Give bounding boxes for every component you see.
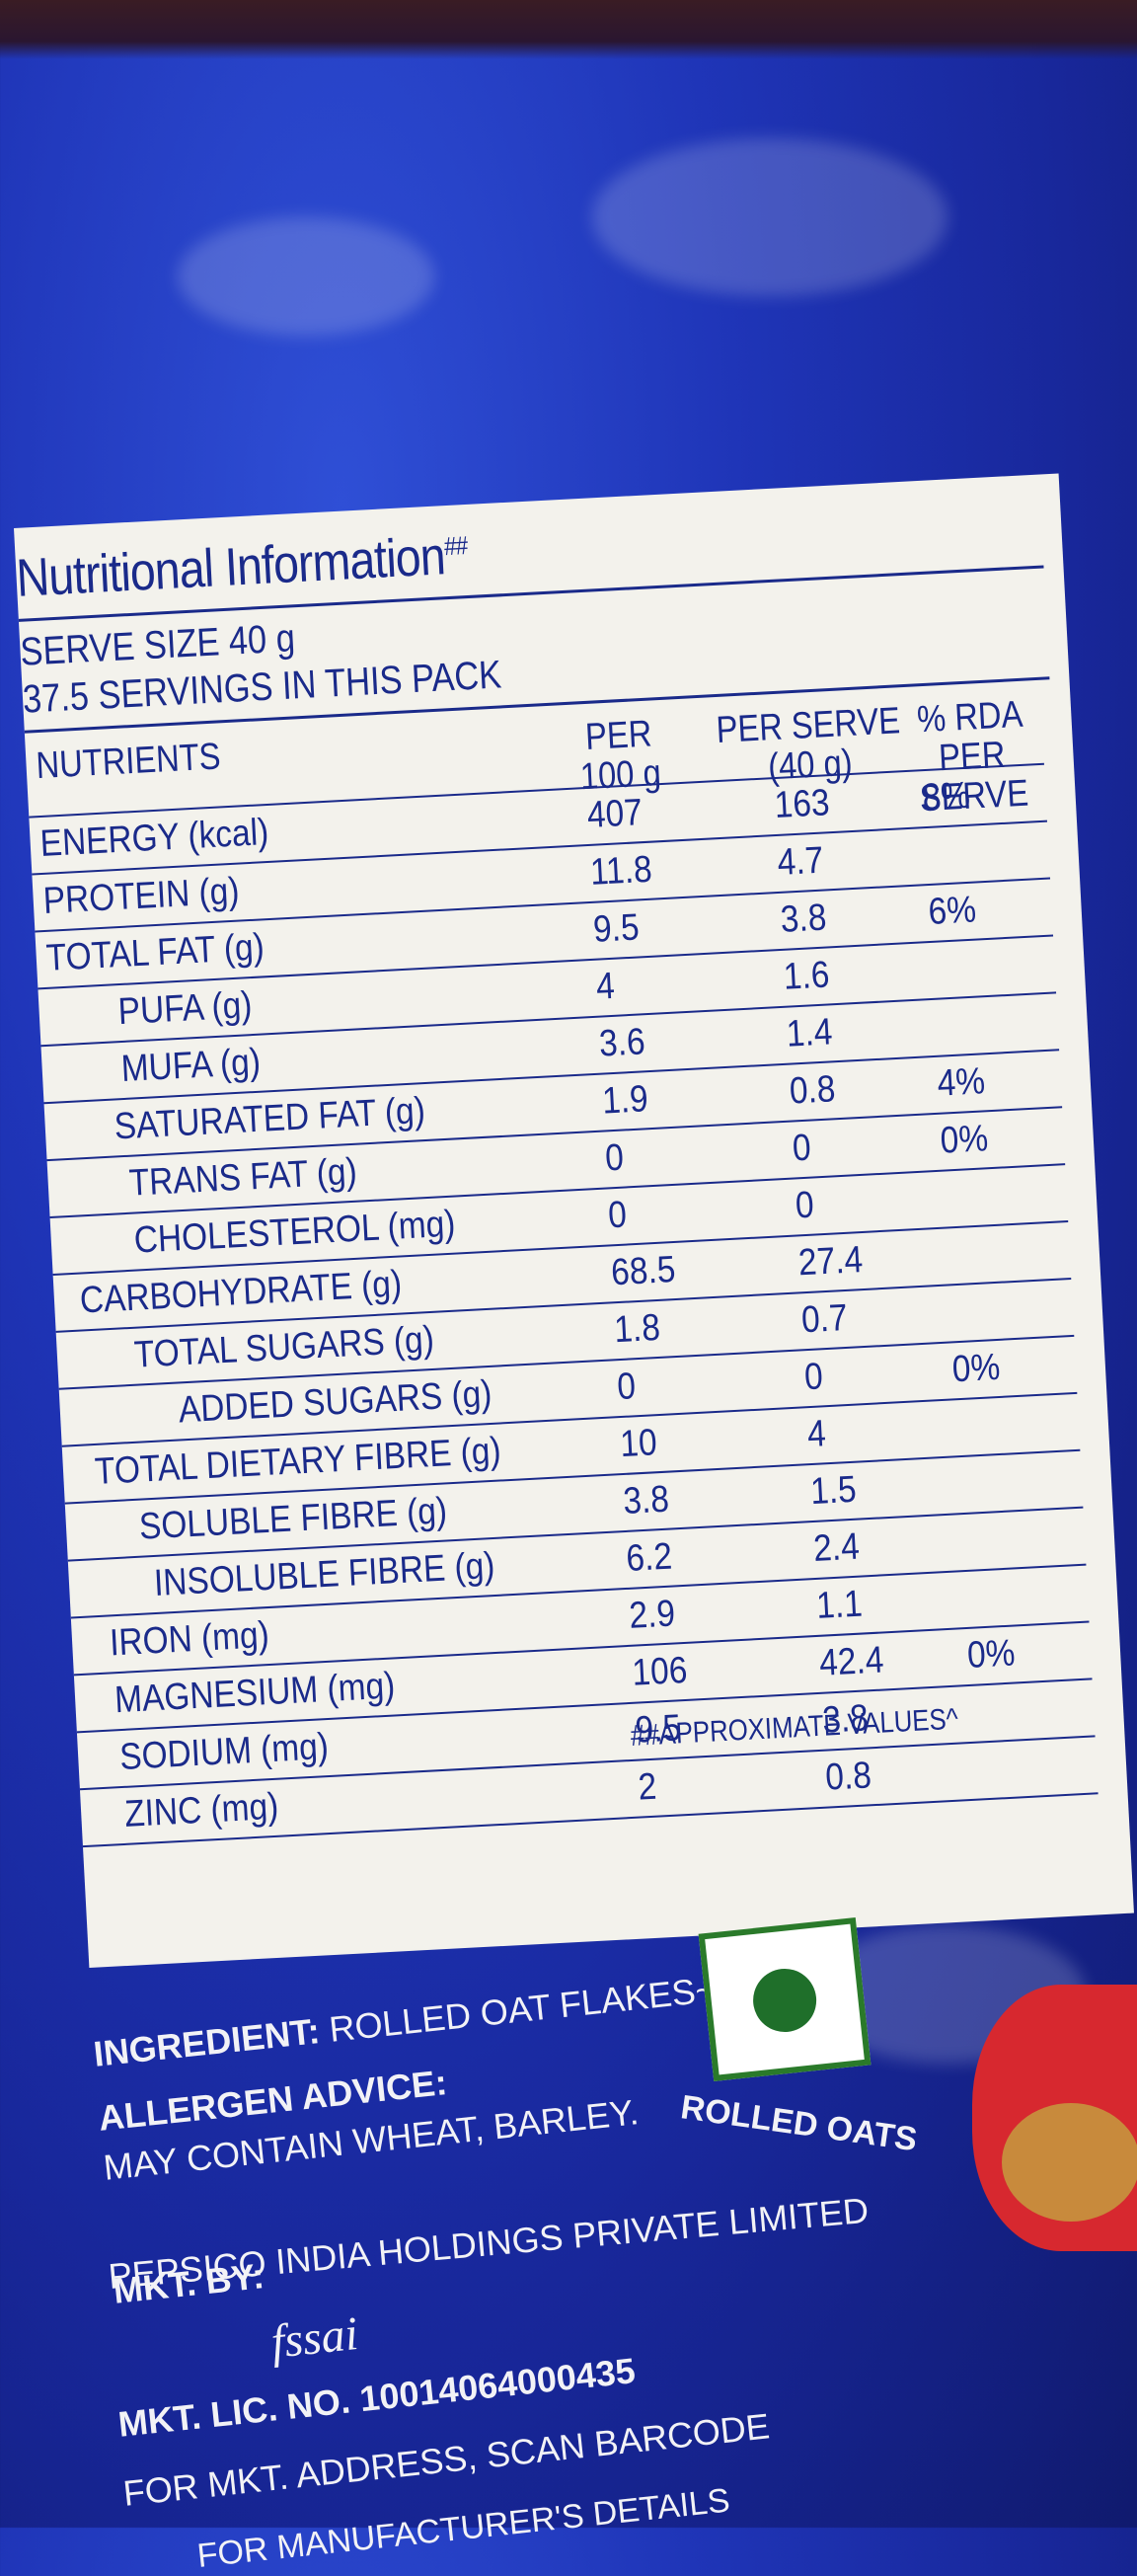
per-serve-value: 27.4 bbox=[796, 1239, 865, 1285]
rda-value: 0% bbox=[965, 1632, 1017, 1677]
per-serve-value: 0 bbox=[803, 1356, 824, 1399]
nutrient-name: MUFA (g) bbox=[119, 1041, 262, 1091]
rda-value: 6% bbox=[927, 889, 977, 934]
plastic-glare bbox=[592, 138, 948, 296]
panel-title: Nutritional Information## bbox=[15, 526, 468, 608]
nutrient-name: SODIUM (mg) bbox=[118, 1726, 330, 1779]
veg-mark-caption: ROLLED OATS bbox=[678, 2088, 920, 2159]
nutrient-name: SOLUBLE FIBRE (g) bbox=[138, 1490, 448, 1548]
per-100g-value: 4 bbox=[595, 965, 616, 1008]
per-serve-value: 4.7 bbox=[776, 839, 825, 884]
rda-value: 4% bbox=[936, 1060, 987, 1105]
per-serve-value: 0.8 bbox=[824, 1755, 872, 1799]
per-serve-value: 4 bbox=[806, 1413, 827, 1456]
per-100g-value: 3.8 bbox=[622, 1478, 670, 1523]
nutrition-panel: Nutritional Information## SERVE SIZE 40 … bbox=[14, 473, 1134, 1968]
per-100g-value: 68.5 bbox=[610, 1248, 677, 1294]
per-serve-value: 1.5 bbox=[809, 1468, 858, 1514]
per-100g-value: 9.5 bbox=[591, 906, 641, 951]
nutrient-name: MAGNESIUM (mg) bbox=[114, 1665, 397, 1722]
per-serve-value: 1.1 bbox=[815, 1583, 864, 1627]
rda-value: 0% bbox=[939, 1118, 990, 1162]
ingredient-line: INGREDIENT: ROLLED OAT FLAKES~ bbox=[91, 1968, 719, 2074]
header-rda: % RDA PER SERVE bbox=[916, 693, 1030, 820]
nutrient-name: ADDED SUGARS (g) bbox=[177, 1372, 493, 1432]
nutrient-name: SATURATED FAT (g) bbox=[113, 1090, 426, 1148]
brand-logo-icon bbox=[972, 1985, 1137, 2251]
per-100g-value: 6.2 bbox=[625, 1535, 674, 1580]
nutrient-name: TRANS FAT (g) bbox=[127, 1150, 358, 1205]
nutrient-name: ZINC (mg) bbox=[123, 1785, 280, 1835]
nutrient-name: CHOLESTEROL (mg) bbox=[132, 1203, 457, 1262]
nutrient-name: PUFA (g) bbox=[116, 984, 254, 1034]
plastic-glare bbox=[178, 217, 434, 336]
per-100g-value: 2.9 bbox=[628, 1593, 677, 1637]
per-100g-value: 3.6 bbox=[598, 1021, 646, 1065]
per-100g-value: 0 bbox=[604, 1136, 625, 1180]
per-serve-value: 0 bbox=[794, 1184, 815, 1227]
per-100g-value: 106 bbox=[631, 1649, 689, 1694]
rda-value: 0% bbox=[950, 1346, 1002, 1391]
per-100g-value: 1.8 bbox=[613, 1306, 661, 1352]
nutrient-name: PROTEIN (g) bbox=[41, 870, 241, 922]
background-top-edge bbox=[0, 0, 1137, 59]
nutrient-name: ENERGY (kcal) bbox=[38, 811, 270, 866]
per-serve-value: 163 bbox=[773, 782, 831, 827]
nutrient-name: TOTAL SUGARS (g) bbox=[132, 1318, 435, 1376]
rda-value: 8% bbox=[921, 774, 971, 820]
per-100g-value: 2 bbox=[637, 1765, 658, 1809]
per-100g-value: 1.9 bbox=[601, 1078, 649, 1123]
nutrient-name: TOTAL FAT (g) bbox=[44, 926, 265, 979]
nutrient-name: IRON (mg) bbox=[109, 1614, 270, 1665]
per-serve-value: 0 bbox=[791, 1127, 812, 1170]
vegetarian-mark-icon bbox=[698, 1917, 872, 2081]
per-serve-value: 42.4 bbox=[818, 1639, 885, 1684]
per-serve-value: 1.6 bbox=[782, 954, 831, 998]
per-serve-value: 1.4 bbox=[785, 1011, 834, 1055]
marketed-by-value: PEPSICO INDIA HOLDINGS PRIVATE LIMITED bbox=[107, 2189, 871, 2297]
per-100g-value: 0 bbox=[607, 1194, 628, 1237]
per-serve-value: 3.8 bbox=[779, 897, 828, 941]
per-100g-value: 10 bbox=[619, 1422, 658, 1466]
per-serve-value: 0.7 bbox=[799, 1296, 849, 1342]
header-nutrients: NUTRIENTS bbox=[35, 736, 222, 788]
fssai-logo: fssai bbox=[268, 2306, 361, 2369]
per-serve-value: 0.8 bbox=[788, 1068, 837, 1113]
per-serve-value: 2.4 bbox=[812, 1525, 861, 1570]
per-100g-value: 407 bbox=[585, 792, 644, 836]
per-100g-value: 0 bbox=[616, 1366, 638, 1409]
nutrient-name: CARBOHYDRATE (g) bbox=[78, 1263, 404, 1322]
per-100g-value: 11.8 bbox=[588, 848, 653, 894]
